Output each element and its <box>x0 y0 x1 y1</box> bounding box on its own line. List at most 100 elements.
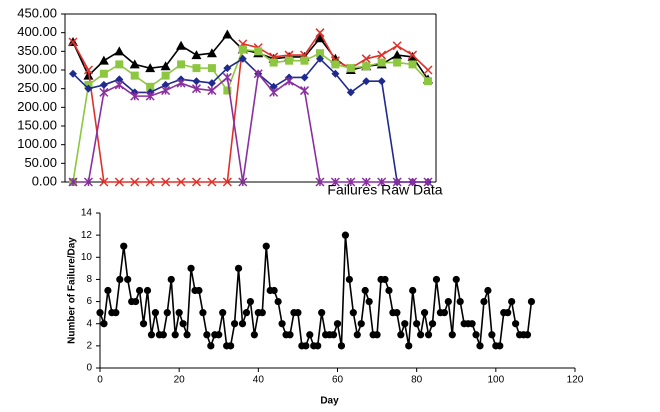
marker <box>215 331 223 339</box>
marker <box>160 61 171 71</box>
marker <box>353 331 361 339</box>
marker <box>176 177 186 187</box>
y-tick-label: 100.00 <box>17 136 57 151</box>
marker <box>452 275 460 284</box>
marker <box>408 50 418 60</box>
marker <box>223 86 232 95</box>
marker <box>302 342 310 350</box>
marker <box>234 264 243 272</box>
marker <box>219 309 227 317</box>
marker <box>99 69 108 78</box>
marker <box>318 309 326 317</box>
marker <box>409 286 417 295</box>
marker <box>401 320 409 328</box>
marker <box>392 41 402 51</box>
marker <box>191 84 202 94</box>
marker <box>361 177 371 187</box>
marker <box>377 50 387 60</box>
marker <box>484 286 492 295</box>
y-tick-label: 2 <box>86 340 92 351</box>
marker <box>361 54 371 64</box>
marker <box>274 297 282 306</box>
marker <box>269 87 279 97</box>
marker <box>135 286 144 295</box>
marker <box>362 77 371 86</box>
marker <box>357 320 365 328</box>
marker <box>285 56 294 65</box>
marker <box>167 275 175 284</box>
y-tick-label: 300.00 <box>17 61 57 76</box>
marker <box>83 177 93 187</box>
marker <box>145 177 155 187</box>
marker <box>377 77 386 86</box>
y-tick-label: 0 <box>86 363 92 374</box>
series <box>96 231 536 350</box>
marker <box>124 275 132 284</box>
marker <box>146 82 155 91</box>
series <box>68 28 433 187</box>
line <box>73 71 428 183</box>
marker <box>84 84 93 93</box>
marker <box>254 47 263 56</box>
y-tick-label: 50.00 <box>24 155 57 170</box>
marker <box>294 309 302 317</box>
marker <box>192 77 201 86</box>
marker <box>504 309 512 317</box>
y-tick-label: 8 <box>86 274 92 285</box>
marker <box>423 65 433 75</box>
y-tick-label: 400.00 <box>17 24 57 39</box>
line <box>72 48 429 183</box>
marker <box>222 29 233 39</box>
marker <box>227 342 235 350</box>
marker <box>407 51 418 61</box>
marker <box>523 331 532 339</box>
x-tick-label: 40 <box>253 375 265 386</box>
marker <box>381 275 389 284</box>
marker <box>238 45 247 54</box>
marker <box>130 177 140 187</box>
marker <box>278 320 286 328</box>
marker <box>130 91 140 101</box>
marker <box>83 65 93 75</box>
marker <box>346 88 355 97</box>
marker <box>413 320 421 328</box>
marker <box>424 331 433 339</box>
marker <box>132 297 140 306</box>
marker <box>96 309 104 317</box>
marker <box>393 309 401 317</box>
marker <box>161 177 171 187</box>
marker <box>238 177 248 187</box>
marker <box>206 48 217 58</box>
marker <box>362 62 371 71</box>
x-axis-label: Failures Raw Data <box>327 182 442 198</box>
y-tick-label: 6 <box>86 296 92 307</box>
marker <box>199 309 207 317</box>
marker <box>145 63 156 73</box>
marker <box>329 331 338 339</box>
marker <box>472 331 480 339</box>
marker <box>345 275 353 284</box>
marker <box>195 286 203 295</box>
marker <box>98 55 109 65</box>
marker <box>300 56 309 65</box>
marker <box>314 33 325 43</box>
marker <box>177 60 186 69</box>
marker <box>349 309 357 317</box>
marker <box>183 331 191 339</box>
marker <box>496 342 504 350</box>
marker <box>161 86 171 96</box>
marker <box>203 331 211 339</box>
marker <box>145 91 155 101</box>
marker <box>143 286 152 295</box>
marker <box>114 80 124 90</box>
marker <box>176 40 187 50</box>
marker <box>428 320 437 328</box>
marker <box>385 286 393 295</box>
marker <box>300 73 309 82</box>
line <box>99 235 533 349</box>
marker <box>444 297 452 306</box>
marker <box>115 60 124 69</box>
marker <box>99 87 109 97</box>
line <box>72 57 428 183</box>
